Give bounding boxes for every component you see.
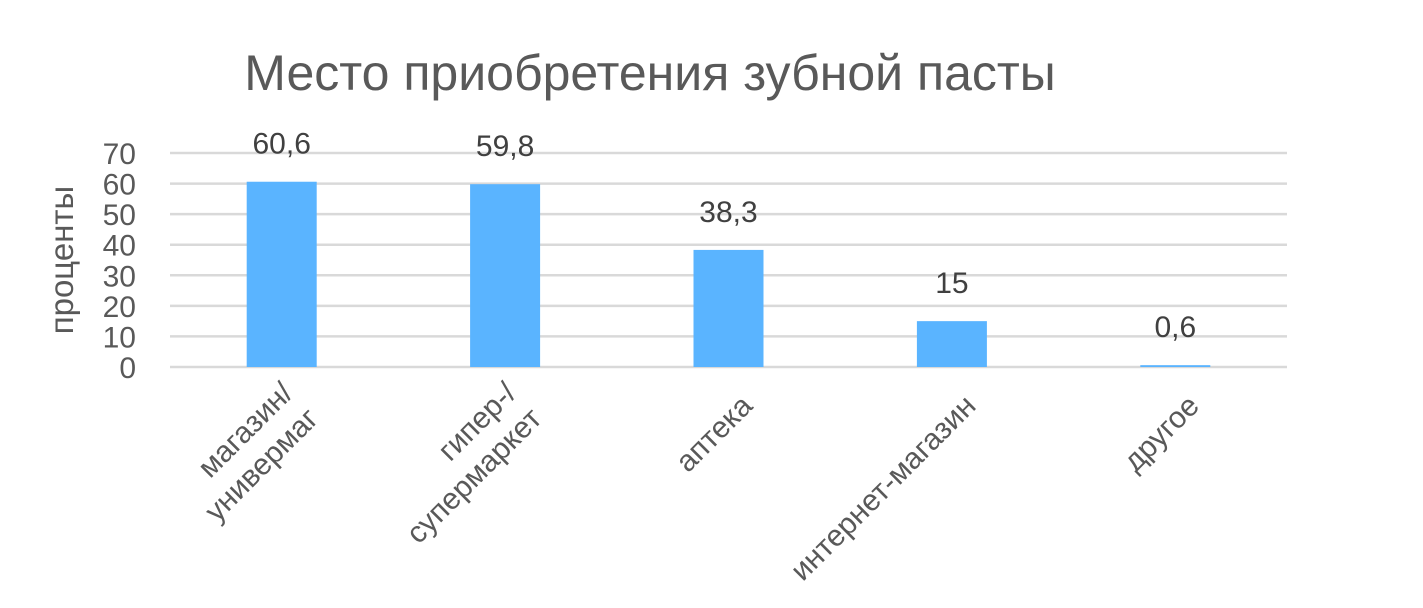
category-label: другое xyxy=(1117,389,1206,478)
y-tick-label: 70 xyxy=(103,138,136,171)
y-tick-label: 20 xyxy=(103,291,136,324)
data-labels: 60,6 59,8 38,3 15 0,6 xyxy=(253,128,1197,344)
category-labels: магазин/универмаг гипер-/супермаркет аптек… xyxy=(192,376,1206,587)
category-label: аптека xyxy=(670,389,760,479)
y-tick-label: 50 xyxy=(103,199,136,232)
bar xyxy=(693,249,764,367)
data-label: 38,3 xyxy=(699,196,757,229)
category-label: интернет-магазин xyxy=(784,389,982,587)
bar xyxy=(246,181,317,367)
y-tick-label: 40 xyxy=(103,230,136,263)
y-tick-label: 10 xyxy=(103,321,136,354)
y-tick-label: 60 xyxy=(103,169,136,202)
bar xyxy=(1140,365,1211,367)
y-tick-label: 0 xyxy=(119,352,136,385)
data-label: 15 xyxy=(935,267,968,300)
data-label: 59,8 xyxy=(476,130,534,163)
y-axis-label: проценты xyxy=(43,186,80,335)
data-label: 0,6 xyxy=(1154,311,1196,344)
category-label-line: интернет-магазин xyxy=(784,389,982,587)
data-label: 60,6 xyxy=(253,128,311,161)
category-label: магазин/универмаг xyxy=(192,376,325,528)
category-label-line: другое xyxy=(1117,389,1206,478)
bars xyxy=(246,181,1211,367)
category-label-line: аптека xyxy=(670,389,760,479)
category-label: гипер-/супермаркет xyxy=(400,376,548,550)
bar xyxy=(470,184,541,367)
chart-title: Место приобретения зубной пасты xyxy=(244,45,1055,101)
y-tick-label: 30 xyxy=(103,260,136,293)
bar xyxy=(916,321,987,367)
